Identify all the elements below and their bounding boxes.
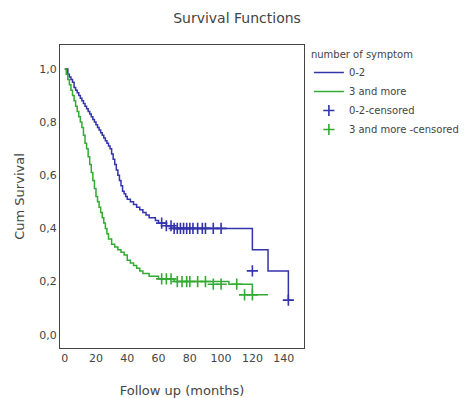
svg-text:140: 140	[273, 352, 294, 365]
svg-text:3 and more -censored: 3 and more -censored	[349, 124, 459, 135]
svg-text:60: 60	[152, 352, 166, 365]
svg-text:Follow up (months): Follow up (months)	[120, 383, 245, 398]
svg-text:40: 40	[120, 352, 134, 365]
svg-text:0,4: 0,4	[39, 222, 57, 235]
svg-text:80: 80	[183, 352, 197, 365]
svg-text:0-2: 0-2	[349, 67, 365, 78]
svg-text:0,2: 0,2	[39, 275, 57, 288]
svg-text:20: 20	[89, 352, 103, 365]
svg-text:100: 100	[211, 352, 232, 365]
svg-text:0,8: 0,8	[39, 116, 57, 129]
svg-text:120: 120	[242, 352, 263, 365]
svg-text:0: 0	[61, 352, 68, 365]
svg-text:0-2-censored: 0-2-censored	[349, 105, 415, 116]
svg-text:Cum Survival: Cum Survival	[12, 153, 27, 240]
svg-text:1,0: 1,0	[39, 63, 57, 76]
svg-text:Survival Functions: Survival Functions	[173, 10, 301, 26]
svg-text:number of symptom: number of symptom	[311, 49, 413, 60]
svg-text:3 and more: 3 and more	[349, 86, 406, 97]
svg-text:0,0: 0,0	[39, 329, 57, 342]
svg-text:0,6: 0,6	[39, 169, 57, 182]
